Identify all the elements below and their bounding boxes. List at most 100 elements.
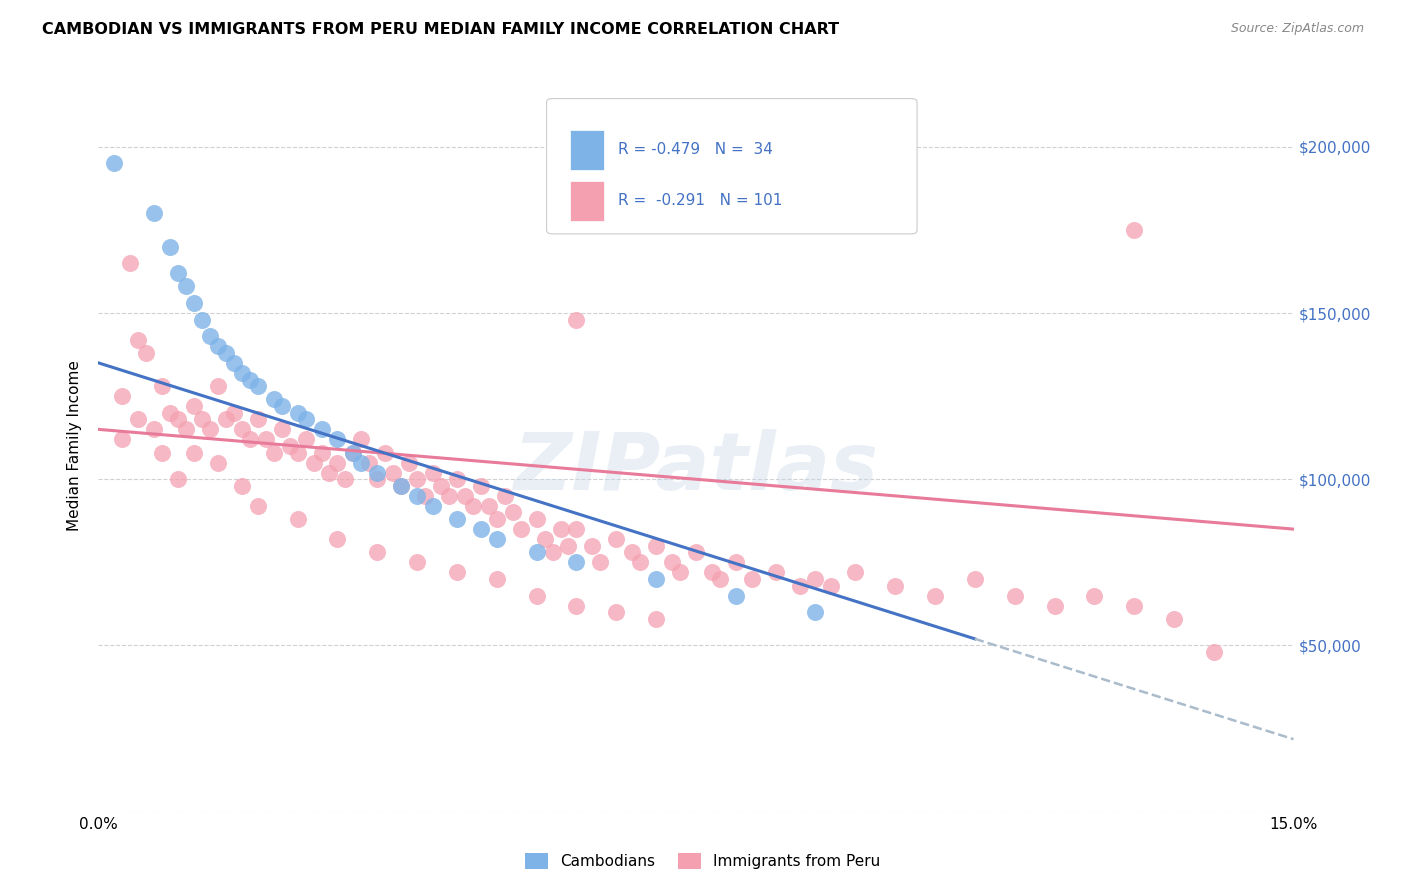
Point <box>502 506 524 520</box>
Point <box>127 412 149 426</box>
Point <box>430 479 453 493</box>
Point <box>789 579 811 593</box>
Point <box>526 512 548 526</box>
Point <box>844 566 866 580</box>
Point <box>557 539 579 553</box>
Point <box>366 466 388 480</box>
Point <box>461 499 484 513</box>
Point <box>287 512 309 526</box>
Bar <box>571 181 605 221</box>
Point <box>246 379 269 393</box>
Point <box>494 489 516 503</box>
Point <box>550 522 572 536</box>
Point <box>581 539 603 553</box>
Point <box>143 422 166 436</box>
Y-axis label: Median Family Income: Median Family Income <box>67 360 83 532</box>
Point <box>804 605 827 619</box>
Text: ZIPatlas: ZIPatlas <box>513 429 879 507</box>
Point <box>167 412 190 426</box>
Point <box>437 489 460 503</box>
Point <box>1163 612 1185 626</box>
Point <box>485 512 508 526</box>
Point <box>246 412 269 426</box>
Point <box>700 566 723 580</box>
Point <box>326 456 349 470</box>
Point <box>254 433 277 447</box>
Point <box>446 472 468 486</box>
Point <box>685 545 707 559</box>
Point <box>724 555 747 569</box>
Point <box>350 433 373 447</box>
Point <box>389 479 412 493</box>
Point <box>1083 589 1105 603</box>
Point <box>470 522 492 536</box>
Point <box>446 566 468 580</box>
Point <box>628 555 651 569</box>
Text: R = -0.479   N =  34: R = -0.479 N = 34 <box>619 142 773 157</box>
Point <box>135 346 157 360</box>
Point <box>804 572 827 586</box>
Point <box>963 572 986 586</box>
Point <box>454 489 477 503</box>
Text: R =  -0.291   N = 101: R = -0.291 N = 101 <box>619 194 783 209</box>
Point <box>174 422 197 436</box>
Point <box>215 346 238 360</box>
Point <box>167 472 190 486</box>
Point <box>565 599 588 613</box>
Point <box>231 422 253 436</box>
Point <box>198 329 221 343</box>
Point <box>294 412 316 426</box>
Point <box>120 256 142 270</box>
Point <box>645 539 668 553</box>
Point <box>884 579 907 593</box>
Point <box>287 406 309 420</box>
Point <box>398 456 420 470</box>
Point <box>820 579 842 593</box>
Point <box>191 312 214 326</box>
Point <box>167 266 190 280</box>
Point <box>509 522 531 536</box>
Point <box>150 445 173 459</box>
Point <box>366 472 388 486</box>
Point <box>231 366 253 380</box>
Point <box>406 489 429 503</box>
Point <box>302 456 325 470</box>
Point <box>278 439 301 453</box>
Point <box>533 532 555 546</box>
Point <box>231 479 253 493</box>
Point <box>485 572 508 586</box>
Point <box>111 389 134 403</box>
Point <box>263 392 285 407</box>
Point <box>143 206 166 220</box>
Point <box>526 545 548 559</box>
Text: Source: ZipAtlas.com: Source: ZipAtlas.com <box>1230 22 1364 36</box>
Point <box>526 589 548 603</box>
Point <box>565 522 588 536</box>
Point <box>1123 599 1146 613</box>
Point <box>159 239 181 253</box>
Point <box>1004 589 1026 603</box>
Point <box>413 489 436 503</box>
Point <box>183 445 205 459</box>
Point <box>150 379 173 393</box>
Point <box>222 356 245 370</box>
Point <box>127 333 149 347</box>
Point <box>350 456 373 470</box>
Point <box>159 406 181 420</box>
Point <box>661 555 683 569</box>
Point <box>270 422 292 436</box>
Point <box>287 445 309 459</box>
Point <box>246 499 269 513</box>
Point <box>406 472 429 486</box>
Point <box>342 445 364 459</box>
Point <box>207 339 229 353</box>
Point <box>422 466 444 480</box>
Point <box>111 433 134 447</box>
Point <box>478 499 501 513</box>
Point <box>294 433 316 447</box>
Point <box>239 433 262 447</box>
Point <box>621 545 644 559</box>
Bar <box>571 129 605 169</box>
Point <box>311 422 333 436</box>
Point <box>406 555 429 569</box>
